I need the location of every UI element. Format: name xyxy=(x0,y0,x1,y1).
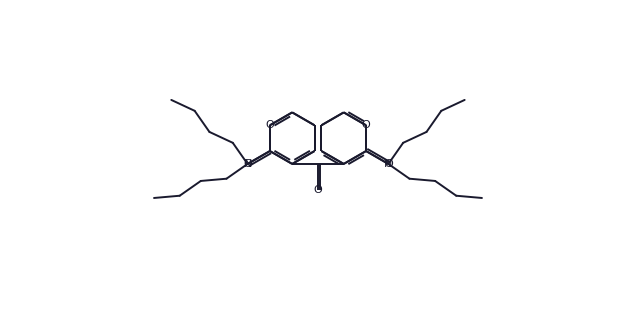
Text: O: O xyxy=(265,120,274,130)
Text: O: O xyxy=(362,120,370,130)
Text: O: O xyxy=(314,185,323,195)
Text: N: N xyxy=(384,159,392,169)
Text: O: O xyxy=(384,159,392,169)
Text: O: O xyxy=(243,159,252,169)
Text: N: N xyxy=(243,159,252,169)
